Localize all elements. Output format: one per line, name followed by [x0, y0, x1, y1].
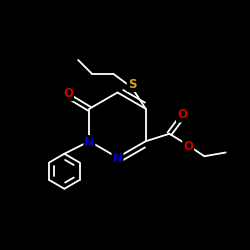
Text: O: O — [183, 140, 193, 153]
Text: N: N — [84, 136, 94, 149]
Text: O: O — [177, 108, 187, 122]
Text: O: O — [63, 87, 73, 100]
Text: N: N — [112, 152, 122, 165]
Text: S: S — [128, 78, 136, 91]
